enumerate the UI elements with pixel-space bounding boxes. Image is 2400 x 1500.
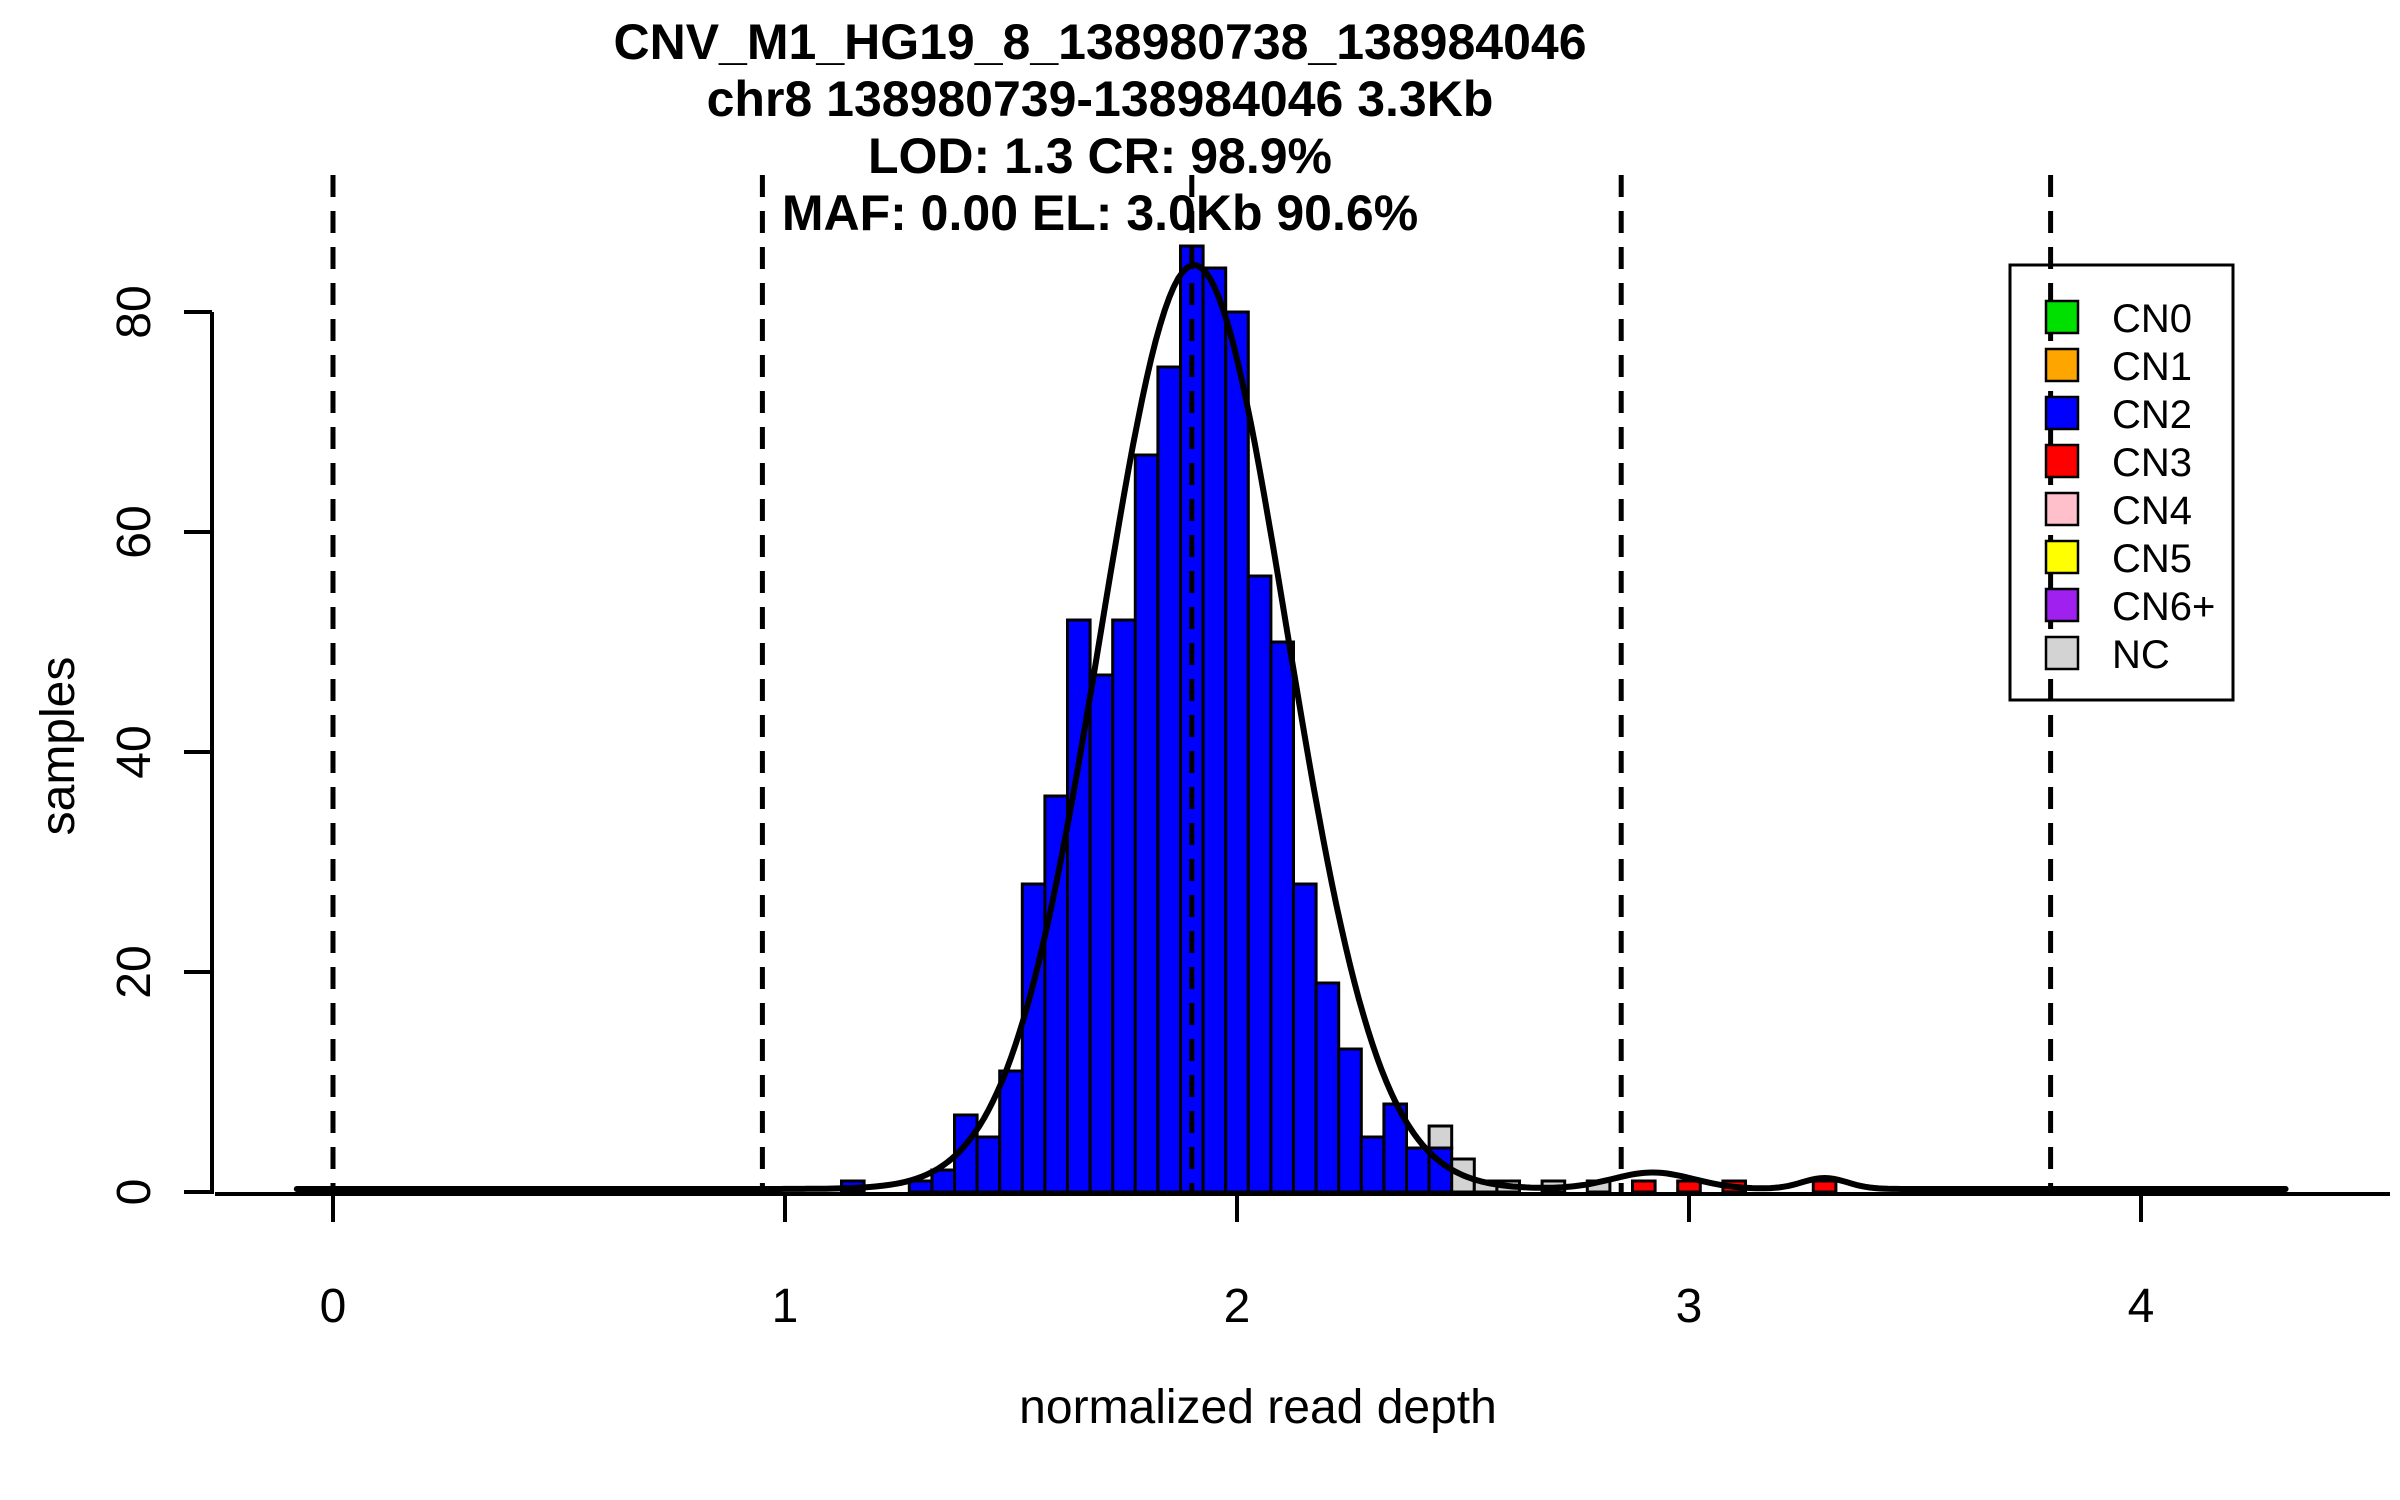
legend-box bbox=[2008, 263, 2235, 702]
legend-label-cn6plus: CN6+ bbox=[2112, 585, 2215, 629]
histogram-bar-cn2 bbox=[998, 1069, 1024, 1194]
legend-label-cn0: CN0 bbox=[2112, 297, 2192, 341]
x-axis-tick-label: 2 bbox=[1224, 1280, 1251, 1333]
chart-title-line-1: CNV_M1_HG19_8_138980738_138984046 bbox=[613, 14, 1587, 70]
histogram-bar-cn2 bbox=[1314, 981, 1341, 1194]
y-axis-tick-label: 40 bbox=[108, 725, 161, 778]
y-axis-tick-label: 0 bbox=[108, 1179, 161, 1206]
y-axis-tick-label: 60 bbox=[108, 505, 161, 558]
histogram-bar-cn2 bbox=[1020, 882, 1047, 1194]
x-axis-tick-label: 0 bbox=[320, 1280, 347, 1333]
chart-title-line-3: LOD: 1.3 CR: 98.9% bbox=[867, 128, 1332, 184]
legend-label-cn5: CN5 bbox=[2112, 537, 2192, 581]
chart-title-line-2: chr8 138980739-138984046 3.3Kb bbox=[706, 71, 1494, 127]
legend-swatch-cn0 bbox=[2044, 299, 2080, 335]
x-axis-tick-label: 4 bbox=[2128, 1280, 2155, 1333]
legend-swatch-cn6plus bbox=[2044, 587, 2080, 623]
histogram-bar-cn2 bbox=[1337, 1047, 1363, 1194]
legend-label-cn2: CN2 bbox=[2112, 393, 2192, 437]
y-axis-tick-label: 20 bbox=[108, 945, 161, 998]
legend-swatch-cn3 bbox=[2044, 443, 2080, 479]
histogram-bar-cn2 bbox=[1405, 1146, 1431, 1194]
histogram-bar-cn3 bbox=[1811, 1179, 1838, 1194]
histogram-bar-cn2 bbox=[1133, 453, 1160, 1194]
x-axis-tick-label: 1 bbox=[772, 1280, 799, 1333]
histogram-bar-cn2 bbox=[1111, 618, 1137, 1194]
chart-title-line-4: MAF: 0.00 EL: 3.0Kb 90.6% bbox=[781, 185, 1419, 241]
histogram-bar-cn2 bbox=[1292, 882, 1318, 1194]
legend-label-cn1: CN1 bbox=[2112, 345, 2192, 389]
histogram-bar-cn2 bbox=[1201, 266, 1228, 1194]
legend-label-cn4: CN4 bbox=[2112, 489, 2192, 533]
histogram-bar-cn2 bbox=[1224, 310, 1250, 1194]
legend-swatch-cn4 bbox=[2044, 491, 2080, 527]
histogram-bar-cn2 bbox=[1246, 574, 1273, 1194]
histogram-bar-cn2 bbox=[1359, 1135, 1386, 1194]
legend-swatch-cn5 bbox=[2044, 539, 2080, 575]
legend-swatch-cn1 bbox=[2044, 347, 2080, 383]
histogram-bar-nc bbox=[1427, 1124, 1454, 1150]
histogram-bar-cn2 bbox=[1269, 640, 1296, 1194]
gaussian-fit-curve bbox=[293, 262, 2289, 1192]
legend-label-cn3: CN3 bbox=[2112, 441, 2192, 485]
legend-swatch-cn2 bbox=[2044, 395, 2080, 431]
x-axis-tick-label: 3 bbox=[1676, 1280, 1703, 1333]
histogram-bar-cn2 bbox=[975, 1135, 1002, 1194]
histogram-bar-cn3 bbox=[1631, 1179, 1657, 1194]
chart-title: CNV_M1_HG19_8_138980738_138984046 chr8 1… bbox=[0, 14, 2200, 242]
legend-swatch-nc bbox=[2044, 635, 2080, 671]
x-axis-label: normalized read depth bbox=[1019, 1381, 1497, 1434]
legend-label-nc: NC bbox=[2112, 633, 2170, 677]
histogram-bar-cn2 bbox=[1088, 673, 1115, 1194]
y-axis-tick-label: 80 bbox=[108, 285, 161, 338]
histogram-bar-cn2 bbox=[1156, 365, 1183, 1194]
